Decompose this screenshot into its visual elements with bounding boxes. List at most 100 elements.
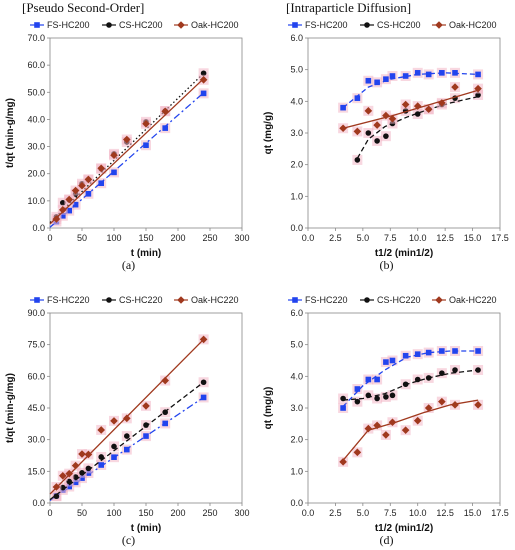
y-tick-label: 0.0: [290, 223, 303, 233]
y-axis-label: qt (mg/g): [263, 387, 274, 430]
data-point-Oak-HC200: [52, 215, 61, 223]
data-point-FS-HC220: [200, 394, 207, 401]
data-point-CS-HC220: [402, 381, 409, 388]
data-point-CS-HC220: [389, 392, 396, 399]
data-point-CS-HC200: [383, 133, 389, 139]
series-FS-HC220: [338, 346, 484, 413]
data-point-Oak-HC220: [388, 418, 397, 427]
x-tick-label: 0: [47, 233, 52, 243]
data-point-FS-HC200: [365, 77, 372, 84]
data-point-FS-HC220: [111, 454, 117, 460]
x-tick-label: 100: [106, 233, 121, 243]
legend-marker-Oak-HC220: [435, 296, 443, 304]
legend-label-CS-HC220: CS-HC220: [119, 295, 163, 305]
header-pseudo-second-order: [Pseudo Second-Order]: [22, 0, 145, 15]
panel-b: [Intraparticle Diffusion] 0.0 1.0 2.0 3.0 4.…: [258, 0, 515, 275]
legend-marker-CS-HC200: [106, 22, 112, 28]
series-Oak-HC200: [338, 82, 484, 137]
legend-marker-FS-HC220: [292, 297, 298, 303]
x-tick-label: 17.5: [491, 233, 509, 243]
data-point-Oak-HC220: [401, 426, 410, 434]
panel-d: 0.0 1.0 2.0 3.0 4.0 5.0 6.0 0.0 2.5 5.0 7.5 10.0 12.…: [258, 275, 515, 550]
data-point-FS-HC220: [124, 446, 130, 453]
data-point-CS-HC220: [383, 394, 389, 400]
x-tick-label: 200: [170, 508, 185, 518]
legend-marker-Oak-HC200: [435, 21, 443, 29]
y-axis-label: qt (mg/g): [263, 112, 274, 155]
y-tick-label: 60.0: [27, 60, 45, 70]
x-tick-label: 250: [202, 233, 217, 243]
data-point-Oak-HC200: [413, 102, 422, 110]
chart-a: 0.0 10.0 20.0 30.0 40.0 50.0 60.0 70.0 0 50 100 150…: [5, 20, 250, 259]
legend-marker-CS-HC220: [364, 297, 370, 303]
x-tick-label: 0.0: [302, 508, 315, 518]
data-point-FS-HC200: [354, 95, 361, 101]
y-tick-label: 15.0: [27, 466, 45, 476]
data-point-FS-HC220: [439, 348, 445, 354]
data-point-Oak-HC200: [388, 114, 397, 123]
data-point-Oak-HC220: [78, 450, 86, 458]
data-point-FS-HC200: [66, 207, 72, 214]
y-axis-label: t/qt (min-g/mg): [5, 98, 16, 168]
chart-b: 0.0 1.0 2.0 3.0 4.0 5.0 6.0 0.0 2.5 5.0 7.5 10.0 12.…: [263, 20, 509, 259]
legend-label-Oak-HC220: Oak-HC220: [191, 295, 239, 305]
caption-a: (a): [121, 258, 136, 272]
legend-marker-FS-HC220: [34, 297, 40, 303]
data-point-Oak-HC200: [84, 175, 93, 184]
data-point-Oak-HC200: [97, 164, 105, 173]
x-tick-label: 50: [77, 508, 87, 518]
x-tick-label: 2.5: [329, 233, 342, 243]
data-point-CS-HC200: [354, 157, 361, 163]
data-point-FS-HC200: [402, 73, 409, 79]
chart-c: 0.0 15.0 30.0 45.0 60.0 75.0 90.0 0 50 100 150 200 2…: [5, 295, 250, 534]
plot-area-b: [307, 37, 501, 229]
data-point-CS-HC220: [452, 367, 458, 373]
data-point-Oak-HC200: [59, 206, 67, 214]
legend-label-CS-HC200: CS-HC200: [377, 20, 421, 30]
data-point-Oak-HC200: [199, 76, 208, 84]
data-point-FS-HC220: [383, 359, 389, 365]
data-point-Oak-HC220: [65, 469, 73, 478]
data-point-FS-HC220: [98, 462, 104, 468]
y-tick-label: 1.0: [290, 466, 303, 476]
panel-c: 0.0 15.0 30.0 45.0 60.0 75.0 90.0 0 50 100 150 200 2…: [0, 275, 257, 550]
x-axis-label: t1/2 (min1/2): [375, 523, 433, 534]
data-point-Oak-HC200: [161, 107, 169, 116]
data-point-Oak-HC200: [451, 83, 459, 91]
data-point-FS-HC220: [72, 479, 79, 486]
data-point-Oak-HC200: [474, 84, 482, 93]
data-point-CS-HC200: [414, 111, 421, 117]
data-point-Oak-HC220: [382, 431, 390, 439]
legend-marker-FS-HC200: [34, 22, 40, 28]
data-point-Oak-HC200: [373, 121, 381, 129]
data-point-CS-HC220: [200, 379, 207, 386]
legend-label-FS-HC220: FS-HC220: [47, 295, 90, 305]
legend-marker-Oak-HC200: [177, 21, 185, 29]
y-tick-label: 0.0: [32, 498, 45, 508]
legend-marker-CS-HC220: [106, 297, 112, 303]
y-tick-label: 50.0: [27, 87, 45, 97]
x-tick-label: 5.0: [357, 233, 370, 243]
x-tick-label: 17.5: [491, 508, 509, 518]
x-tick-label: 0: [47, 508, 52, 518]
legend-label-Oak-HC200: Oak-HC200: [449, 20, 497, 30]
x-tick-label: 12.5: [436, 233, 454, 243]
data-point-FS-HC200: [143, 142, 149, 149]
x-tick-label: 5.0: [357, 508, 370, 518]
data-point-Oak-HC200: [424, 105, 433, 114]
data-point-FS-HC200: [452, 70, 458, 76]
fit-line-CS-HC200: [356, 95, 479, 159]
data-point-Oak-HC200: [142, 119, 150, 128]
data-point-FS-HC220: [389, 357, 396, 364]
x-tick-label: 10.0: [409, 233, 427, 243]
data-point-FS-HC220: [79, 475, 85, 481]
y-tick-label: 20.0: [27, 169, 45, 179]
y-tick-label: 6.0: [290, 308, 303, 318]
data-point-FS-HC200: [475, 71, 481, 78]
data-point-Oak-HC200: [71, 186, 80, 195]
y-tick-label: 75.0: [27, 340, 45, 350]
chart-d: 0.0 1.0 2.0 3.0 4.0 5.0 6.0 0.0 2.5 5.0 7.5 10.0 12.…: [263, 295, 509, 534]
data-point-CS-HC220: [53, 493, 60, 500]
data-point-FS-HC220: [354, 386, 361, 392]
data-point-Oak-HC220: [59, 471, 67, 480]
